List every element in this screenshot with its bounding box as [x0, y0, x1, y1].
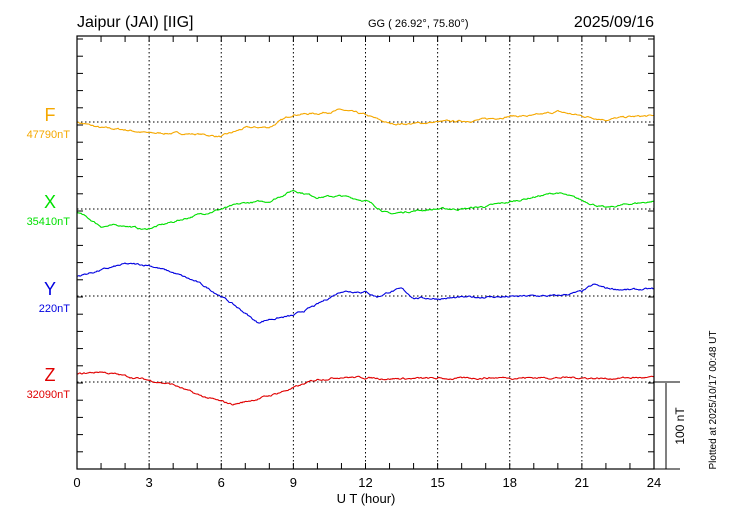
x-axis-label: U T (hour) [337, 491, 396, 506]
trace-y [76, 262, 655, 324]
x-tick-label: 24 [647, 475, 661, 490]
baseline-label-f: 47790nT [27, 129, 71, 141]
x-tick-label: 21 [575, 475, 589, 490]
series-name-f: F [45, 105, 56, 125]
x-tick-label: 15 [430, 475, 444, 490]
series-name-z: Z [45, 365, 56, 385]
series-name-y: Y [44, 279, 56, 299]
date-label: 2025/09/16 [574, 14, 654, 31]
trace-x [76, 189, 655, 231]
baseline-label-x: 35410nT [27, 216, 71, 228]
x-tick-label: 12 [358, 475, 372, 490]
station-title: Jaipur (JAI) [IIG] [77, 14, 193, 31]
plotted-note: Plotted at 2025/10/17 00:48 UT [708, 331, 719, 470]
geo-coords: GG ( 26.92°, 75.80°) [368, 18, 469, 30]
series-name-x: X [44, 192, 56, 212]
x-tick-label: 9 [290, 475, 297, 490]
x-tick-label: 3 [146, 475, 153, 490]
trace-z [77, 371, 655, 406]
x-tick-label: 18 [503, 475, 517, 490]
baseline-label-y: 220nT [39, 303, 70, 315]
baseline-label-z: 32090nT [27, 389, 71, 401]
trace-f [76, 108, 654, 138]
x-tick-label: 0 [73, 475, 80, 490]
scale-bar-label: 100 nT [673, 407, 687, 445]
x-tick-label: 6 [218, 475, 225, 490]
